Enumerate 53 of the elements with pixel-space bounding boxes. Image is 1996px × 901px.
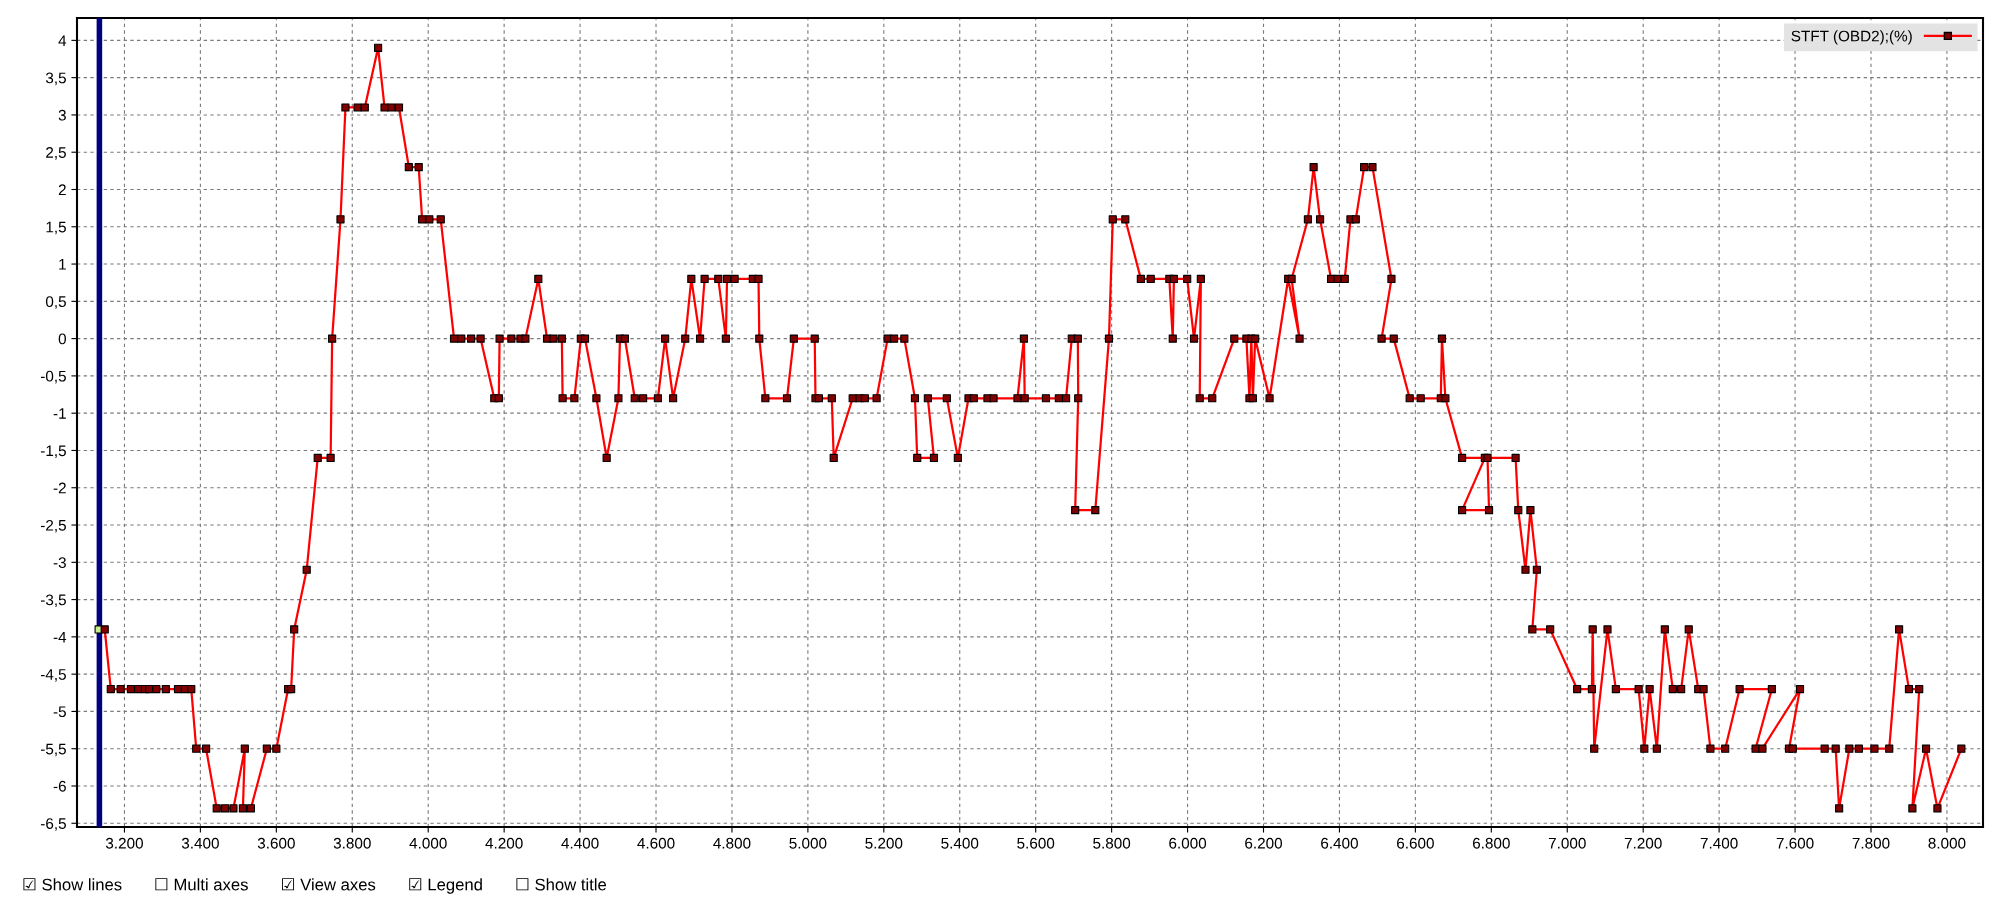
y-tick-label: -2: [53, 482, 66, 494]
x-tick-label: 4.400: [561, 837, 599, 849]
y-tick-label: 0,5: [45, 296, 66, 309]
y-tick-label: 2,5: [46, 147, 66, 160]
x-tick-label: 6.800: [1472, 837, 1510, 849]
y-tick-label: -5: [53, 706, 66, 718]
y-tick-label: -5,5: [40, 743, 66, 757]
x-tick-label: 3.800: [333, 837, 371, 849]
y-tick-label: 3,5: [45, 72, 66, 86]
x-tick-label: 6.400: [1321, 837, 1358, 849]
text: ☑ View axes: [282, 878, 376, 891]
y-tick-label: -3,5: [40, 594, 66, 608]
x-tick-label: 4.800: [713, 837, 751, 849]
x-tick-label: 7.400: [1700, 837, 1738, 849]
y-tick-label: 2: [58, 184, 66, 196]
x-tick-label: 6.200: [1245, 837, 1283, 849]
x-tick-label: 5.800: [1093, 837, 1131, 849]
y-tick-label: 1,5: [46, 221, 66, 235]
y-tick-label: -1,5: [40, 445, 66, 458]
y-tick-label: 1: [59, 259, 66, 270]
x-tick-label: 3.600: [257, 837, 295, 849]
y-tick-label: -4,5: [40, 669, 66, 682]
x-tick-label: 7.600: [1776, 837, 1814, 849]
y-tick-label: -6: [53, 780, 66, 792]
text: ☐ Multi axes: [155, 878, 248, 891]
y-tick-label: -3: [53, 557, 66, 568]
x-tick-label: 7.000: [1548, 837, 1586, 849]
x-tick-label: 3.200: [105, 837, 143, 849]
x-tick-label: 4.000: [409, 837, 447, 849]
y-tick-label: 3: [58, 109, 66, 121]
x-tick-label: 8.000: [1928, 837, 1966, 849]
x-tick-label: 6.600: [1397, 837, 1434, 849]
x-tick-label: 7.800: [1852, 837, 1890, 849]
x-tick-label: 5.000: [789, 837, 827, 849]
y-tick-label: -2,5: [40, 519, 66, 533]
y-tick-label: -6,5: [40, 818, 66, 831]
text: ☑ Show lines: [23, 878, 122, 891]
x-tick-label: 5.400: [941, 837, 979, 849]
x-tick-label: 4.200: [485, 837, 523, 849]
y-tick-label: 4: [58, 35, 67, 46]
y-tick-label: 0: [58, 333, 66, 345]
text: ☑ Legend: [409, 878, 482, 894]
x-tick-label: 6.000: [1169, 837, 1207, 849]
x-tick-label: 5.600: [1017, 837, 1055, 849]
x-tick-label: 3.400: [181, 837, 219, 849]
x-tick-label: 7.200: [1624, 837, 1662, 849]
y-tick-label: -1: [53, 408, 66, 419]
text: ☐ Show title: [516, 878, 607, 891]
y-tick-label: -4: [53, 631, 67, 643]
x-tick-label: 5.200: [865, 837, 903, 849]
y-tick-label: -0,5: [40, 370, 66, 384]
x-tick-label: 4.600: [637, 837, 675, 849]
legend-label: STFT (OBD2);(%): [1791, 30, 1912, 45]
